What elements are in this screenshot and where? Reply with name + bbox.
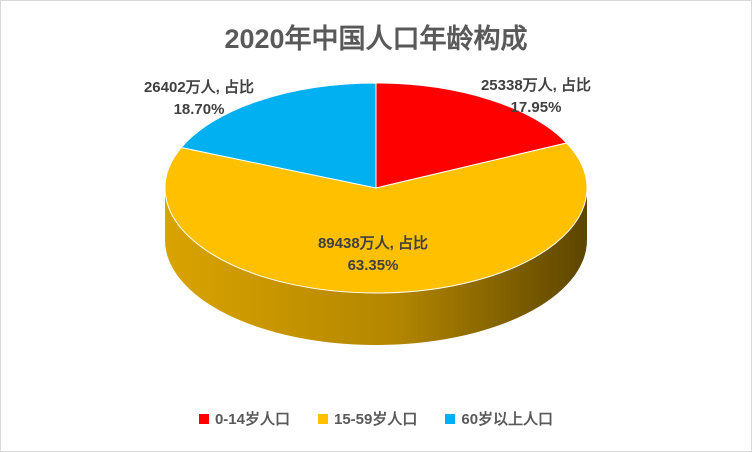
pie-side-15-59 [165,188,587,345]
slice-15-59 [164,142,588,294]
legend-swatch [198,413,209,424]
data-label-percent: 17.95% [510,99,562,116]
legend-swatch [445,413,456,424]
legend-label: 0-14岁人口 [214,411,290,428]
data-label-value: 89438万人, 占比 [317,235,429,252]
legend: 0-14岁人口 15-59岁人口 60岁以上人口 [1,408,751,429]
slice-60-plus [180,82,377,189]
legend-swatch [317,413,328,424]
legend-label: 15-59岁人口 [333,411,418,428]
legend-item-15-59: 15-59岁人口 [317,408,418,429]
data-label-0-14: 25338万人, 占比 17.95% [456,75,616,119]
legend-label: 60岁以上人口 [461,411,554,428]
data-label-15-59: 89438万人, 占比 63.35% [293,233,453,277]
data-label-percent: 63.35% [347,257,399,274]
legend-item-60-plus: 60岁以上人口 [445,408,553,429]
data-label-value: 26402万人, 占比 [143,79,255,96]
data-label-value: 25338万人, 占比 [480,77,592,94]
chart-title: 2020年中国人口年龄构成 [224,24,528,54]
data-label-percent: 18.70% [173,101,225,118]
legend-item-0-14: 0-14岁人口 [198,408,290,429]
pie-depth-sides [165,188,587,345]
pie-top-slices [164,82,588,294]
slice-0-14 [375,82,568,189]
data-label-60-plus: 26402万人, 占比 18.70% [119,77,279,121]
